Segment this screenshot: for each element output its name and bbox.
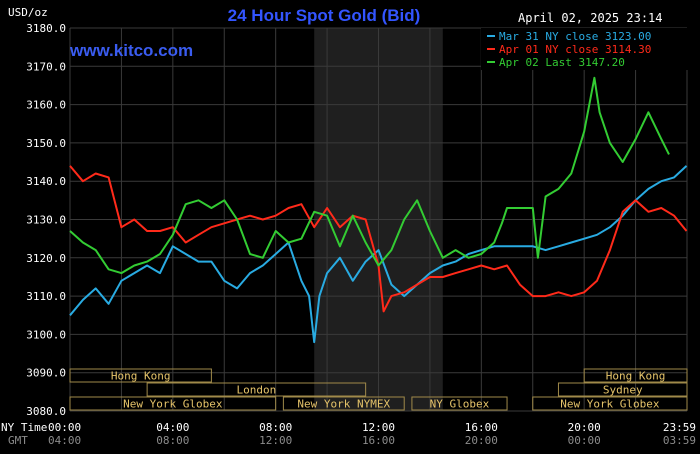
session-bar	[146, 382, 367, 397]
y-tick-label: 3130.0	[26, 214, 66, 227]
x-tick-label-gmt: 12:00	[259, 434, 292, 447]
chart-date-stamp: April 02, 2025 23:14	[518, 11, 663, 25]
y-tick-label: 3120.0	[26, 252, 66, 265]
x-tick-label-gmt: 20:00	[465, 434, 498, 447]
x-tick-label-gmt: 00:00	[568, 434, 601, 447]
session-label: NY Globex	[430, 398, 490, 411]
y-tick-label: 3180.0	[26, 22, 66, 35]
x-tick-label-gmt: 03:59	[663, 434, 696, 447]
session-label: Sydney	[603, 384, 643, 397]
legend-entry: Apr 01 NY close 3114.30	[499, 43, 651, 56]
series-line-3	[69, 76, 670, 275]
y-tick-label: 3170.0	[26, 60, 66, 73]
session-bar	[583, 368, 688, 383]
y-tick-label: 3110.0	[26, 290, 66, 303]
y-tick-label: 3080.0	[26, 405, 66, 418]
y-tick-label: 3100.0	[26, 328, 66, 341]
session-label: Hong Kong	[606, 370, 666, 383]
session-label: London	[237, 384, 277, 397]
x-tick-label-ny: 12:00	[362, 421, 395, 434]
legend-entry: Apr 02 Last 3147.20	[499, 56, 625, 69]
price-series	[69, 76, 688, 344]
session-bar	[69, 368, 212, 383]
series-line-1	[69, 165, 688, 344]
x-tick-label-gmt: 04:00	[48, 434, 81, 447]
session-label: New York NYMEX	[297, 398, 390, 411]
legend-entry: Mar 31 NY close 3123.00	[499, 30, 651, 43]
session-label: Hong Kong	[111, 370, 171, 383]
x-tick-label-ny: 16:00	[465, 421, 498, 434]
session-bar	[557, 382, 688, 397]
ny-time-axis-label: NY Time	[1, 421, 47, 434]
x-tick-label-ny: 20:00	[568, 421, 601, 434]
x-tick-label-gmt: 08:00	[156, 434, 189, 447]
market-sessions: Hong Kong London New York Globex New York N…	[69, 368, 688, 411]
legend-box	[481, 28, 689, 70]
x-tick-label-ny: 23:59	[663, 421, 696, 434]
x-tick-label-ny: 00:00	[48, 421, 81, 434]
x-tick-label-ny: 08:00	[259, 421, 292, 434]
session-bar	[69, 396, 277, 411]
x-tick-label-ny: 04:00	[156, 421, 189, 434]
kitco-watermark: www.kitco.com	[69, 41, 193, 60]
y-tick-label: 3150.0	[26, 137, 66, 150]
gmt-axis-label: GMT	[8, 434, 28, 447]
gridlines	[69, 27, 688, 412]
y-tick-label: 3160.0	[26, 99, 66, 112]
x-tick-label-gmt: 16:00	[362, 434, 395, 447]
chart-title: 24 Hour Spot Gold (Bid)	[228, 6, 421, 25]
session-label: New York Globex	[123, 398, 223, 411]
session-label: New York Globex	[560, 398, 660, 411]
session-bar	[532, 396, 688, 411]
session-bar	[282, 396, 405, 411]
y-axis-unit-label: USD/oz	[8, 6, 48, 19]
session-bar	[411, 396, 508, 411]
axes: 3180.0 3170.0 3160.0 3150.0 3140.0 3130.0 3120…	[26, 22, 696, 447]
y-tick-label: 3140.0	[26, 175, 66, 188]
y-tick-label: 3090.0	[26, 367, 66, 380]
